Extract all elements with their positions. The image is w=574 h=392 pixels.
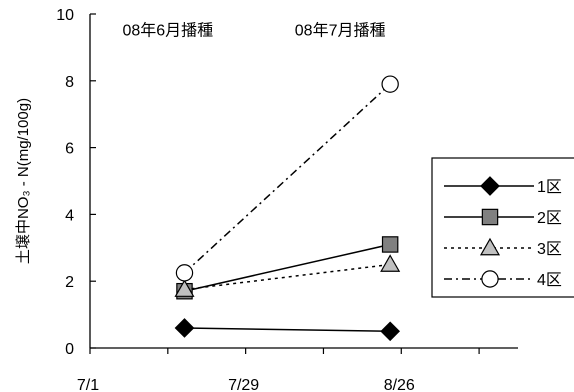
data-point-triangle [380, 254, 401, 272]
y-tick-label: 0 [65, 341, 74, 358]
legend-label: 4区 [537, 272, 562, 289]
y-tick-label: 8 [65, 74, 74, 91]
y-tick-label: 2 [65, 274, 74, 291]
legend-label: 2区 [537, 210, 562, 227]
y-tick-label: 4 [65, 207, 74, 224]
series-3 [174, 254, 401, 297]
data-point-diamond [380, 321, 401, 342]
legend-marker-circle [481, 270, 499, 288]
data-point-diamond [174, 318, 195, 338]
annotation-label: 08年7月播種 [295, 22, 386, 40]
annotations: 08年6月播種 08年7月播種 [122, 22, 385, 40]
legend: 1区 2区 3区 4区 [431, 157, 574, 298]
legend-marker-square [481, 208, 499, 226]
data-point-circle [381, 75, 399, 93]
series-line [184, 243, 391, 292]
legend-box [431, 157, 574, 298]
y-tick-label: 6 [65, 141, 74, 158]
y-tick-label: 10 [56, 7, 74, 24]
axes [89, 14, 518, 349]
series-1 [174, 318, 401, 342]
data-point-square [381, 236, 399, 253]
legend-marker-triangle [479, 237, 501, 256]
x-tick-label: 8/26 [384, 377, 415, 392]
legend-label: 3区 [537, 241, 562, 258]
data-point-triangle [174, 279, 195, 297]
legend-marker-diamond [480, 176, 500, 196]
x-tick-label: 7/1 [77, 377, 99, 392]
x-ticks: 7/1 7/29 8/26 [77, 348, 480, 392]
y-axis-label: 土壌中NO₃ - N(mg/100g) [15, 98, 32, 264]
series-line [184, 327, 391, 333]
series-2 [176, 236, 399, 300]
data-point-circle [175, 264, 194, 282]
annotation-label: 08年6月播種 [122, 22, 213, 40]
series-line [183, 83, 391, 274]
series-4 [175, 75, 399, 282]
x-tick-label: 7/29 [228, 377, 259, 392]
series-layer [174, 75, 401, 342]
y-ticks: 0 2 4 6 8 10 [56, 7, 96, 358]
legend-label: 1区 [537, 179, 562, 196]
